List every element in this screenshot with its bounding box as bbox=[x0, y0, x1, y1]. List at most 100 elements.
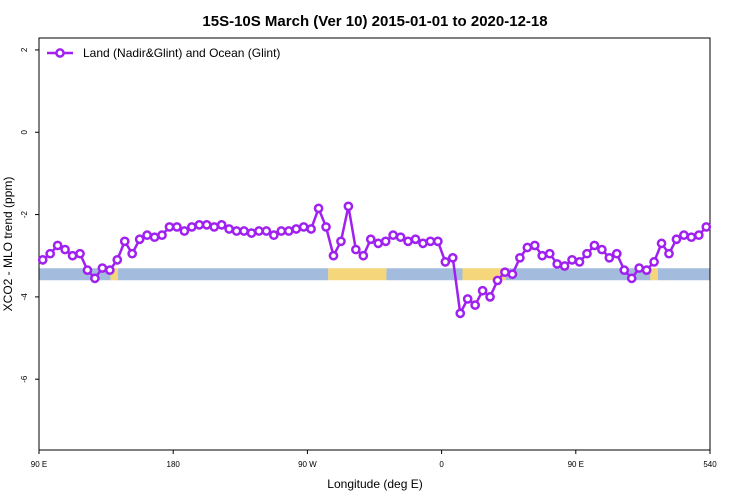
point bbox=[37, 254, 48, 265]
x-tick-label: 90 E bbox=[568, 460, 584, 469]
point bbox=[306, 224, 316, 234]
point bbox=[343, 201, 354, 212]
y-tick-label: -2 bbox=[20, 210, 29, 218]
point bbox=[380, 236, 391, 247]
point bbox=[455, 308, 466, 319]
surface-band bbox=[650, 268, 658, 281]
y-tick-label: -4 bbox=[20, 293, 29, 301]
legend-marker bbox=[55, 48, 65, 58]
y-tick-label: 0 bbox=[20, 129, 29, 134]
point bbox=[246, 228, 257, 238]
point bbox=[358, 250, 369, 261]
point bbox=[403, 236, 413, 247]
y-tick-label: 2 bbox=[20, 47, 29, 52]
x-axis-label: Longitude (deg E) bbox=[327, 477, 422, 491]
point bbox=[582, 248, 592, 259]
point bbox=[179, 226, 190, 236]
point bbox=[492, 275, 503, 286]
point bbox=[328, 250, 339, 261]
x-tick-label: 90 W bbox=[298, 460, 317, 469]
point bbox=[149, 232, 160, 243]
plot-frame bbox=[38, 37, 711, 451]
point bbox=[209, 222, 220, 232]
point bbox=[395, 232, 406, 243]
point bbox=[351, 244, 361, 255]
point bbox=[507, 269, 518, 280]
point bbox=[186, 222, 197, 232]
point bbox=[433, 236, 443, 247]
point bbox=[82, 265, 93, 275]
point bbox=[634, 263, 645, 273]
surface-band bbox=[118, 268, 329, 281]
chart-title: 15S-10S March (Ver 10) 2015-01-01 to 202… bbox=[202, 13, 547, 30]
point bbox=[97, 263, 108, 273]
point bbox=[649, 257, 659, 267]
point bbox=[641, 265, 652, 275]
x-tick-label: 0 bbox=[439, 460, 444, 469]
point bbox=[60, 244, 70, 255]
point bbox=[388, 230, 398, 241]
point bbox=[693, 230, 704, 241]
surface-band bbox=[110, 268, 119, 281]
point bbox=[574, 257, 585, 267]
point bbox=[462, 294, 473, 304]
point bbox=[269, 230, 279, 241]
surface-band bbox=[657, 268, 710, 281]
surface-band bbox=[328, 268, 387, 281]
point bbox=[67, 250, 78, 261]
point bbox=[619, 265, 630, 275]
point bbox=[283, 226, 294, 236]
point bbox=[298, 222, 309, 232]
point bbox=[45, 248, 56, 259]
point bbox=[224, 224, 234, 234]
point bbox=[656, 238, 667, 249]
point bbox=[559, 261, 570, 271]
point bbox=[291, 224, 302, 234]
point bbox=[172, 222, 182, 232]
point bbox=[254, 226, 264, 236]
point bbox=[231, 226, 242, 236]
point bbox=[313, 203, 324, 214]
point bbox=[529, 240, 540, 251]
point bbox=[276, 226, 287, 236]
point bbox=[477, 285, 488, 296]
point bbox=[216, 220, 227, 230]
point bbox=[597, 244, 607, 255]
point bbox=[485, 292, 495, 302]
point bbox=[418, 238, 428, 249]
point bbox=[567, 254, 577, 265]
point bbox=[142, 230, 152, 241]
point bbox=[112, 254, 123, 265]
point bbox=[119, 236, 130, 247]
point bbox=[440, 257, 451, 267]
point bbox=[201, 220, 212, 230]
point bbox=[611, 248, 622, 259]
point bbox=[544, 248, 555, 259]
point bbox=[686, 232, 697, 243]
point bbox=[515, 252, 525, 263]
point bbox=[365, 234, 376, 245]
point bbox=[500, 267, 510, 278]
x-tick-label: 540 bbox=[703, 460, 717, 469]
y-tick-label: -6 bbox=[20, 375, 29, 383]
point bbox=[321, 222, 331, 232]
point bbox=[664, 248, 674, 259]
point bbox=[671, 234, 682, 245]
point bbox=[604, 252, 615, 263]
point bbox=[134, 234, 145, 245]
point bbox=[336, 236, 346, 247]
point bbox=[194, 220, 205, 230]
x-tick-label: 180 bbox=[167, 460, 181, 469]
point bbox=[701, 222, 712, 232]
point bbox=[261, 226, 272, 236]
point bbox=[410, 234, 421, 245]
point bbox=[127, 248, 138, 259]
point bbox=[90, 273, 100, 284]
point bbox=[164, 222, 175, 232]
point bbox=[552, 259, 563, 269]
point bbox=[447, 252, 458, 263]
point bbox=[239, 226, 249, 236]
surface-band bbox=[386, 268, 463, 281]
x-tick-label: 90 E bbox=[31, 460, 47, 469]
